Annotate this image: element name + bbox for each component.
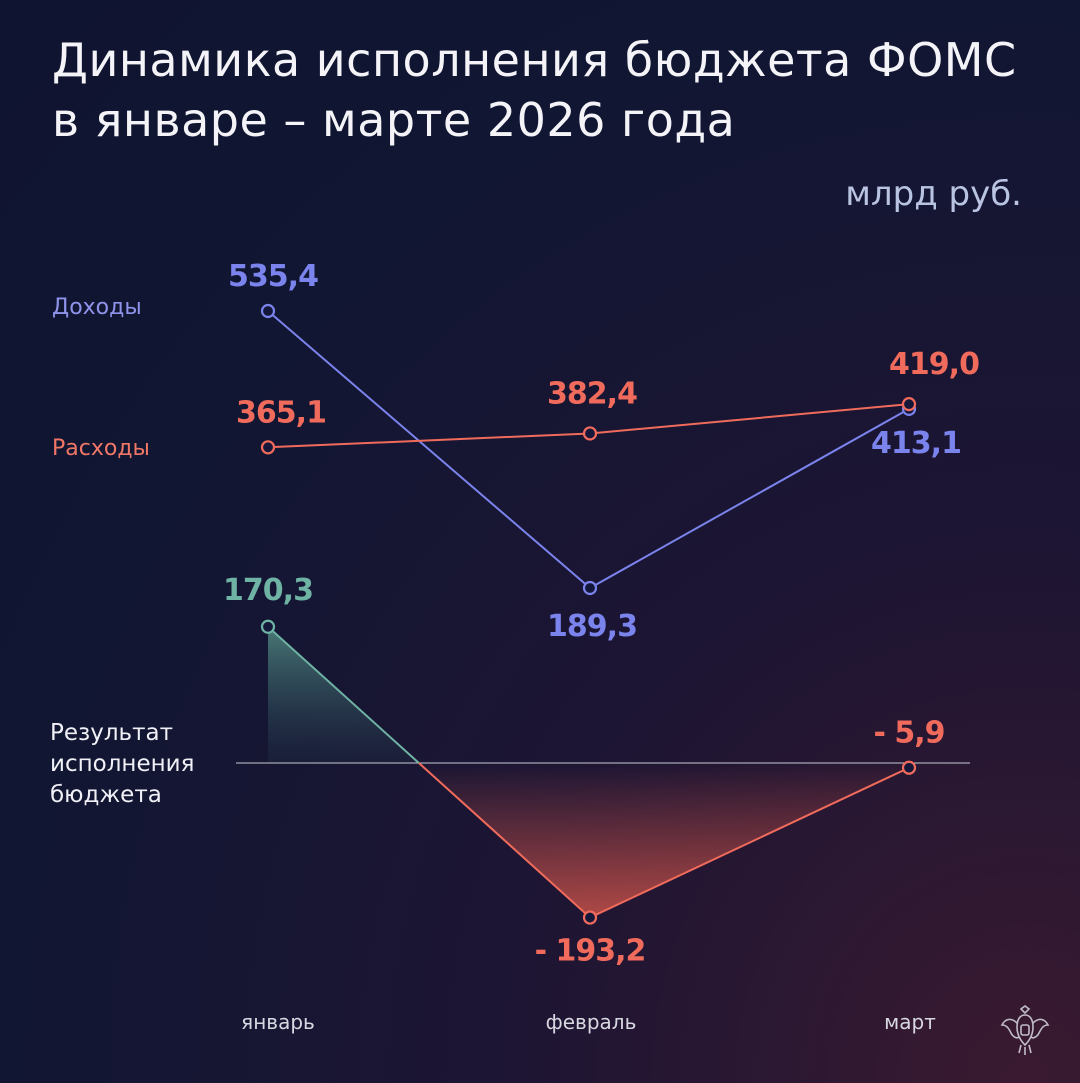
result-point-jan — [260, 619, 276, 634]
result-negative-area — [418, 763, 909, 918]
expense-point-mar — [901, 397, 917, 412]
chart-title: Динамика исполнения бюджета ФОМС в январ… — [52, 30, 1017, 150]
expense-value-label-mar: 419,0 — [889, 347, 979, 382]
chart-title-line-2: в январе – марте 2026 года — [52, 93, 736, 147]
income-value-label-mar: 413,1 — [871, 426, 961, 461]
legend-result-line-3: бюджета — [50, 782, 162, 808]
legend-expense: Расходы — [52, 436, 150, 461]
expense-point-jan — [260, 440, 276, 455]
result-value-label-mar: - 5,9 — [873, 716, 944, 751]
result-series-line-positive — [267, 626, 420, 764]
income-value-label-jan: 535,4 — [228, 259, 318, 294]
income-point-jan — [260, 303, 276, 319]
expense-point-feb — [582, 426, 598, 441]
month-label-february: февраль — [545, 1010, 637, 1034]
expense-value-label-feb: 382,4 — [547, 376, 637, 411]
income-point-feb — [582, 580, 598, 596]
income-series-line — [267, 310, 910, 590]
unit-label: млрд руб. — [845, 174, 1022, 214]
expense-value-label-jan: 365,1 — [236, 395, 326, 430]
month-label-january: январь — [241, 1010, 315, 1034]
legend-result: Результат исполнения бюджета — [50, 718, 194, 811]
result-point-feb — [582, 910, 598, 925]
legend-result-line-1: Результат — [50, 720, 174, 746]
income-value-label-feb: 189,3 — [547, 609, 637, 644]
legend-result-line-2: исполнения — [50, 751, 195, 777]
result-point-mar — [901, 760, 917, 775]
emblem-icon — [1000, 1005, 1050, 1055]
month-label-march: март — [884, 1010, 936, 1034]
chart-title-line-1: Динамика исполнения бюджета ФОМС — [52, 33, 1017, 87]
legend-income: Доходы — [52, 295, 142, 320]
result-value-label-jan: 170,3 — [223, 573, 313, 608]
result-value-label-feb: - 193,2 — [535, 934, 646, 969]
